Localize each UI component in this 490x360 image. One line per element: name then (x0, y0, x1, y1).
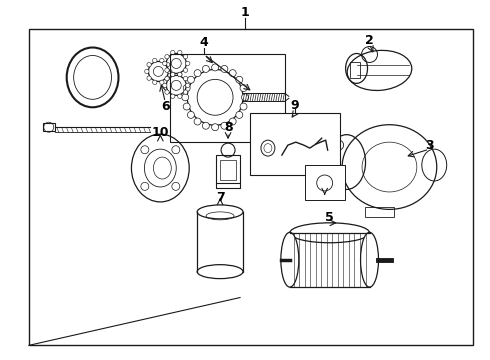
Bar (349, 62, 360, 78)
Bar (29, 28, 473, 345)
Circle shape (229, 118, 236, 125)
Circle shape (183, 54, 188, 59)
Circle shape (240, 103, 247, 110)
Circle shape (194, 118, 201, 125)
Circle shape (183, 90, 188, 94)
Bar (220, 160, 236, 180)
Circle shape (165, 90, 169, 94)
Circle shape (147, 76, 151, 80)
Circle shape (236, 111, 243, 118)
Circle shape (160, 58, 164, 63)
Circle shape (160, 80, 164, 85)
Circle shape (168, 69, 172, 73)
Text: 1: 1 (241, 6, 249, 19)
Text: 10: 10 (151, 126, 169, 139)
Bar (171, 54, 285, 142)
Circle shape (177, 72, 182, 77)
Circle shape (165, 68, 169, 72)
Circle shape (166, 63, 170, 67)
Bar (305, 165, 344, 200)
Ellipse shape (197, 205, 243, 219)
Bar (365, 207, 394, 217)
Circle shape (212, 64, 219, 71)
Circle shape (183, 76, 188, 81)
Circle shape (177, 94, 182, 98)
Bar (43, 123, 55, 131)
Circle shape (171, 72, 175, 77)
Text: 9: 9 (291, 99, 299, 112)
Circle shape (163, 61, 167, 66)
Circle shape (152, 58, 157, 63)
Text: 6: 6 (161, 100, 170, 113)
Text: 5: 5 (325, 211, 334, 224)
Circle shape (242, 94, 248, 101)
Circle shape (194, 69, 201, 77)
Circle shape (165, 76, 169, 81)
Circle shape (202, 122, 209, 129)
Circle shape (166, 76, 170, 80)
Circle shape (186, 61, 190, 66)
Circle shape (188, 76, 195, 83)
Circle shape (177, 72, 182, 77)
Bar (250, 113, 340, 175)
Text: 3: 3 (425, 139, 434, 152)
Circle shape (171, 50, 175, 55)
Circle shape (183, 103, 190, 110)
Circle shape (212, 124, 219, 131)
Text: 7: 7 (216, 192, 224, 204)
Circle shape (183, 68, 188, 72)
Ellipse shape (361, 232, 378, 287)
Circle shape (236, 76, 243, 83)
Text: 2: 2 (365, 34, 374, 47)
Circle shape (163, 83, 167, 87)
Circle shape (171, 94, 175, 98)
Text: 4: 4 (200, 36, 209, 49)
Circle shape (240, 85, 247, 91)
Circle shape (177, 50, 182, 55)
Text: 8: 8 (224, 121, 232, 134)
Circle shape (202, 66, 209, 72)
Ellipse shape (290, 223, 369, 243)
Bar (216, 155, 240, 183)
Circle shape (183, 85, 190, 91)
Circle shape (145, 69, 149, 73)
Circle shape (188, 111, 195, 118)
Ellipse shape (197, 265, 243, 279)
Circle shape (221, 66, 228, 72)
Circle shape (221, 122, 228, 129)
Circle shape (229, 69, 236, 77)
Ellipse shape (281, 232, 299, 287)
Circle shape (182, 94, 189, 101)
Circle shape (147, 63, 151, 67)
Circle shape (165, 54, 169, 59)
Circle shape (186, 83, 190, 87)
Circle shape (171, 72, 175, 77)
Circle shape (152, 80, 157, 85)
